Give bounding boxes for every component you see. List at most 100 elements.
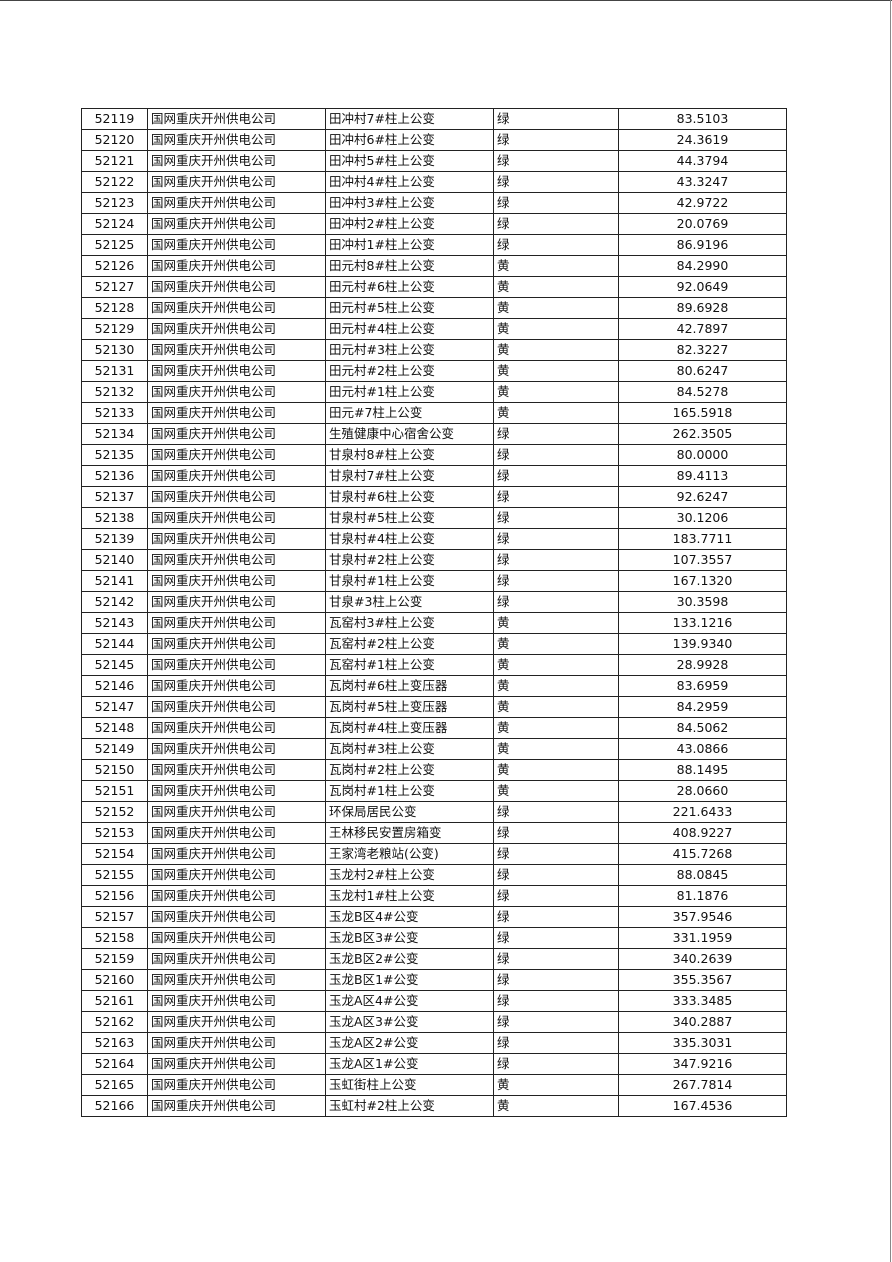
table-row: 52142 国网重庆开州供电公司 甘泉#3柱上公变绿 30.3598 bbox=[81, 591, 787, 613]
table-row: 52149 国网重庆开州供电公司 瓦岗村#3柱上公变黄 43.0866 bbox=[81, 738, 787, 760]
station-name-cell: 玉龙村1#柱上公变 bbox=[325, 885, 494, 907]
value-cell: 183.7711 bbox=[618, 528, 787, 550]
row-id-cell: 52155 bbox=[81, 864, 148, 886]
value-cell: 89.4113 bbox=[618, 465, 787, 487]
company-cell: 国网重庆开州供电公司 bbox=[147, 633, 326, 655]
table-row: 52119 国网重庆开州供电公司 田冲村7#柱上公变绿 83.5103 bbox=[81, 108, 787, 130]
row-id-cell: 52164 bbox=[81, 1053, 148, 1075]
station-name-cell: 王林移民安置房箱变 bbox=[325, 822, 494, 844]
row-id-cell: 52156 bbox=[81, 885, 148, 907]
value-cell: 84.2990 bbox=[618, 255, 787, 277]
value-cell: 355.3567 bbox=[618, 969, 787, 991]
station-name-cell: 田元村#1柱上公变 bbox=[325, 381, 494, 403]
row-id-cell: 52121 bbox=[81, 150, 148, 172]
value-cell: 84.5278 bbox=[618, 381, 787, 403]
company-cell: 国网重庆开州供电公司 bbox=[147, 696, 326, 718]
color-code-cell: 绿 bbox=[493, 171, 619, 193]
table-row: 52127 国网重庆开州供电公司 田元村#6柱上公变黄 92.0649 bbox=[81, 276, 787, 298]
company-cell: 国网重庆开州供电公司 bbox=[147, 717, 326, 739]
station-name-cell: 瓦岗村#5柱上变压器 bbox=[325, 696, 494, 718]
color-code-cell: 黄 bbox=[493, 675, 619, 697]
station-name-cell: 田冲村7#柱上公变 bbox=[325, 108, 494, 130]
value-cell: 43.0866 bbox=[618, 738, 787, 760]
row-id-cell: 52135 bbox=[81, 444, 148, 466]
table-row: 52152 国网重庆开州供电公司 环保局居民公变绿 221.6433 bbox=[81, 801, 787, 823]
color-code-cell: 黄 bbox=[493, 759, 619, 781]
station-name-cell: 瓦岗村#2柱上公变 bbox=[325, 759, 494, 781]
company-cell: 国网重庆开州供电公司 bbox=[147, 465, 326, 487]
value-cell: 333.3485 bbox=[618, 990, 787, 1012]
row-id-cell: 52153 bbox=[81, 822, 148, 844]
color-code-cell: 绿 bbox=[493, 234, 619, 256]
company-cell: 国网重庆开州供电公司 bbox=[147, 990, 326, 1012]
value-cell: 92.6247 bbox=[618, 486, 787, 508]
row-id-cell: 52137 bbox=[81, 486, 148, 508]
color-code-cell: 黄 bbox=[493, 1074, 619, 1096]
color-code-cell: 黄 bbox=[493, 402, 619, 424]
row-id-cell: 52143 bbox=[81, 612, 148, 634]
color-code-cell: 绿 bbox=[493, 1032, 619, 1054]
row-id-cell: 52144 bbox=[81, 633, 148, 655]
station-name-cell: 玉龙B区4#公变 bbox=[325, 906, 494, 928]
page-right-border bbox=[890, 0, 891, 1262]
color-code-cell: 黄 bbox=[493, 738, 619, 760]
value-cell: 84.2959 bbox=[618, 696, 787, 718]
value-cell: 262.3505 bbox=[618, 423, 787, 445]
company-cell: 国网重庆开州供电公司 bbox=[147, 318, 326, 340]
row-id-cell: 52149 bbox=[81, 738, 148, 760]
station-name-cell: 玉虹街柱上公变 bbox=[325, 1074, 494, 1096]
color-code-cell: 绿 bbox=[493, 549, 619, 571]
color-code-cell: 黄 bbox=[493, 318, 619, 340]
color-code-cell: 绿 bbox=[493, 108, 619, 130]
company-cell: 国网重庆开州供电公司 bbox=[147, 276, 326, 298]
color-code-cell: 绿 bbox=[493, 423, 619, 445]
company-cell: 国网重庆开州供电公司 bbox=[147, 864, 326, 886]
row-id-cell: 52151 bbox=[81, 780, 148, 802]
company-cell: 国网重庆开州供电公司 bbox=[147, 654, 326, 676]
color-code-cell: 绿 bbox=[493, 507, 619, 529]
row-id-cell: 52132 bbox=[81, 381, 148, 403]
station-name-cell: 瓦窑村#2柱上公变 bbox=[325, 633, 494, 655]
station-name-cell: 甘泉村#2柱上公变 bbox=[325, 549, 494, 571]
value-cell: 80.6247 bbox=[618, 360, 787, 382]
row-id-cell: 52142 bbox=[81, 591, 148, 613]
value-cell: 267.7814 bbox=[618, 1074, 787, 1096]
table-row: 52121 国网重庆开州供电公司 田冲村5#柱上公变绿 44.3794 bbox=[81, 150, 787, 172]
station-name-cell: 玉龙B区2#公变 bbox=[325, 948, 494, 970]
station-name-cell: 田冲村2#柱上公变 bbox=[325, 213, 494, 235]
company-cell: 国网重庆开州供电公司 bbox=[147, 360, 326, 382]
row-id-cell: 52127 bbox=[81, 276, 148, 298]
row-id-cell: 52163 bbox=[81, 1032, 148, 1054]
company-cell: 国网重庆开州供电公司 bbox=[147, 339, 326, 361]
row-id-cell: 52166 bbox=[81, 1095, 148, 1117]
company-cell: 国网重庆开州供电公司 bbox=[147, 612, 326, 634]
table-row: 52157 国网重庆开州供电公司 玉龙B区4#公变绿 357.9546 bbox=[81, 906, 787, 928]
row-id-cell: 52120 bbox=[81, 129, 148, 151]
station-name-cell: 甘泉村#5柱上公变 bbox=[325, 507, 494, 529]
value-cell: 80.0000 bbox=[618, 444, 787, 466]
table-row: 52146 国网重庆开州供电公司 瓦岗村#6柱上变压器黄 83.6959 bbox=[81, 675, 787, 697]
color-code-cell: 绿 bbox=[493, 192, 619, 214]
station-name-cell: 玉龙A区3#公变 bbox=[325, 1011, 494, 1033]
company-cell: 国网重庆开州供电公司 bbox=[147, 381, 326, 403]
row-id-cell: 52136 bbox=[81, 465, 148, 487]
table-row: 52160 国网重庆开州供电公司 玉龙B区1#公变绿 355.3567 bbox=[81, 969, 787, 991]
row-id-cell: 52146 bbox=[81, 675, 148, 697]
row-id-cell: 52157 bbox=[81, 906, 148, 928]
row-id-cell: 52122 bbox=[81, 171, 148, 193]
station-name-cell: 王家湾老粮站(公变) bbox=[325, 843, 494, 865]
company-cell: 国网重庆开州供电公司 bbox=[147, 675, 326, 697]
value-cell: 167.1320 bbox=[618, 570, 787, 592]
row-id-cell: 52150 bbox=[81, 759, 148, 781]
company-cell: 国网重庆开州供电公司 bbox=[147, 948, 326, 970]
value-cell: 24.3619 bbox=[618, 129, 787, 151]
company-cell: 国网重庆开州供电公司 bbox=[147, 486, 326, 508]
company-cell: 国网重庆开州供电公司 bbox=[147, 591, 326, 613]
row-id-cell: 52138 bbox=[81, 507, 148, 529]
station-name-cell: 瓦岗村#4柱上变压器 bbox=[325, 717, 494, 739]
row-id-cell: 52129 bbox=[81, 318, 148, 340]
station-name-cell: 瓦岗村#1柱上公变 bbox=[325, 780, 494, 802]
row-id-cell: 52154 bbox=[81, 843, 148, 865]
table-row: 52165 国网重庆开州供电公司 玉虹街柱上公变黄 267.7814 bbox=[81, 1074, 787, 1096]
table-row: 52124 国网重庆开州供电公司 田冲村2#柱上公变绿 20.0769 bbox=[81, 213, 787, 235]
